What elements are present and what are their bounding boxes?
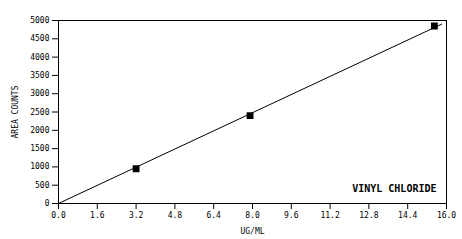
svg-text:11.2: 11.2 — [320, 211, 339, 220]
svg-text:VINYL CHLORIDE: VINYL CHLORIDE — [352, 183, 436, 194]
svg-text:9.6: 9.6 — [284, 211, 299, 220]
svg-text:0.0: 0.0 — [51, 211, 66, 220]
svg-text:2000: 2000 — [30, 126, 49, 135]
svg-text:12.8: 12.8 — [359, 211, 378, 220]
svg-text:0: 0 — [45, 199, 50, 208]
svg-text:1000: 1000 — [30, 162, 49, 171]
svg-text:8.0: 8.0 — [245, 211, 260, 220]
svg-text:UG/ML: UG/ML — [240, 227, 264, 236]
svg-text:3000: 3000 — [30, 89, 49, 98]
svg-text:14.4: 14.4 — [398, 211, 417, 220]
svg-text:1500: 1500 — [30, 144, 49, 153]
svg-text:2500: 2500 — [30, 108, 49, 117]
svg-text:16.0: 16.0 — [437, 211, 456, 220]
svg-text:3500: 3500 — [30, 71, 49, 80]
svg-text:1.6: 1.6 — [90, 211, 105, 220]
svg-text:4000: 4000 — [30, 53, 49, 62]
svg-text:500: 500 — [35, 181, 50, 190]
svg-text:6.4: 6.4 — [206, 211, 221, 220]
svg-text:4.8: 4.8 — [168, 211, 183, 220]
svg-text:3.2: 3.2 — [129, 211, 144, 220]
svg-text:4500: 4500 — [30, 34, 49, 43]
svg-text:AREA COUNTS: AREA COUNTS — [11, 85, 20, 138]
svg-text:5000: 5000 — [30, 16, 49, 25]
